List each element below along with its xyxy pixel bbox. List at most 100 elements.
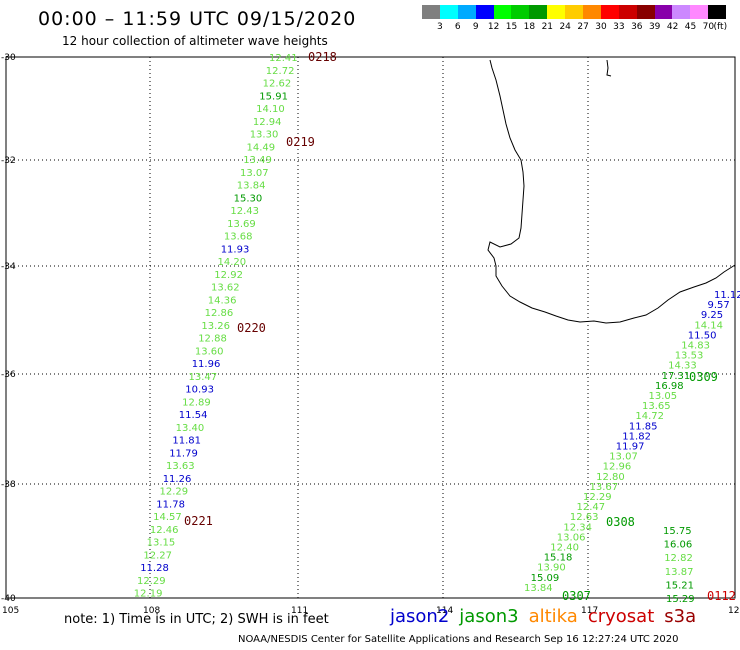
wave-height-colorbar — [422, 5, 727, 19]
wave-height-value: 14.72 — [635, 411, 664, 422]
colorbar-label: 45 — [684, 22, 697, 32]
colorbar-label: 6 — [454, 22, 461, 32]
wave-height-value: 13.65 — [642, 401, 671, 412]
map-frame — [5, 56, 736, 599]
pass-time-label: 0218 — [308, 50, 337, 64]
wave-height-value: 15.09 — [531, 573, 560, 584]
wave-height-value: 12.89 — [182, 397, 211, 408]
wave-height-value: 14.33 — [668, 361, 697, 372]
wave-height-value: 12.63 — [570, 512, 599, 523]
wave-height-value: 13.87 — [665, 567, 694, 578]
pass-time-label: 0220 — [237, 321, 266, 335]
wave-height-value: 13.05 — [649, 391, 678, 402]
wave-height-value: 14.57 — [153, 512, 182, 523]
wave-height-value: 13.60 — [195, 346, 224, 357]
colorbar-swatch — [457, 5, 476, 19]
wave-height-value: 12.29 — [137, 576, 166, 587]
wave-height-value: 11.28 — [140, 563, 169, 574]
colorbar-label: 12 — [487, 22, 500, 32]
colorbar-swatch — [708, 5, 727, 19]
pass-time-label: 0112 — [707, 589, 736, 603]
wave-height-value: 13.68 — [224, 232, 253, 243]
wave-height-value: 13.84 — [237, 181, 266, 192]
wave-height-value: 12.40 — [550, 543, 579, 554]
wave-height-value: 14.36 — [208, 295, 237, 306]
wave-height-value: 12.46 — [150, 525, 179, 536]
colorbar-label: 18 — [523, 22, 536, 32]
wave-height-value: 13.47 — [189, 372, 218, 383]
wave-height-value: 13.30 — [250, 130, 279, 141]
wave-height-value: 14.20 — [218, 257, 247, 268]
wave-height-value: 13.90 — [537, 563, 566, 574]
wave-height-value: 13.26 — [201, 321, 230, 332]
wave-height-value: 12.94 — [253, 117, 282, 128]
wave-height-value: 11.81 — [172, 436, 201, 447]
wave-height-value: 13.84 — [524, 583, 553, 594]
wave-height-value: 10.93 — [185, 385, 214, 396]
wave-height-value: 12.92 — [214, 270, 243, 281]
wave-height-value: 13.07 — [240, 168, 269, 179]
wave-height-value: 15.21 — [665, 580, 694, 591]
wave-height-value: 14.10 — [256, 104, 285, 115]
colorbar-label: 33 — [613, 22, 625, 32]
pass-time-label: 0309 — [689, 370, 718, 384]
lat-tick-label: -36 — [1, 370, 16, 380]
wave-height-value: 12.43 — [230, 206, 259, 217]
pass-time-label: 0221 — [184, 514, 213, 528]
colorbar-label: 9 — [472, 22, 479, 32]
wave-height-value: 11.79 — [169, 448, 198, 459]
pass-time-label: 0307 — [562, 589, 591, 603]
wave-height-value: 17.31 — [662, 371, 691, 382]
lat-tick-label: -40 — [1, 594, 16, 604]
colorbar-swatch — [511, 5, 530, 19]
wave-height-value: 12.82 — [664, 553, 693, 564]
wave-height-value: 9.25 — [701, 310, 723, 321]
colorbar-label: 30 — [595, 22, 607, 32]
wave-height-value: 15.75 — [663, 526, 692, 537]
legend-altika: altika — [528, 606, 578, 627]
lon-tick-label: 114 — [436, 606, 453, 616]
colorbar-swatch — [600, 5, 619, 19]
wave-height-value: 13.62 — [211, 283, 240, 294]
wave-height-value: 13.15 — [147, 538, 176, 549]
colorbar-swatch — [475, 5, 494, 19]
wave-height-value: 13.07 — [609, 452, 638, 463]
legend-jason3: jason3 — [459, 606, 519, 627]
colorbar-swatch — [565, 5, 584, 19]
wave-height-value: 14.14 — [694, 320, 723, 331]
wave-height-value: 15.29 — [666, 594, 695, 605]
wave-height-value: 16.06 — [664, 540, 693, 551]
lat-tick-label: -34 — [1, 262, 16, 272]
colorbar-label: 21 — [541, 22, 554, 32]
australia-coastline — [487, 59, 736, 324]
wave-height-value: 12.27 — [143, 550, 172, 561]
colorbar-label: 15 — [505, 22, 518, 32]
island-coastline — [606, 59, 612, 77]
wave-height-value: 11.97 — [616, 442, 645, 453]
colorbar-swatch — [529, 5, 548, 19]
lon-tick-label: 105 — [2, 606, 19, 616]
wave-height-value: 11.93 — [221, 244, 250, 255]
legend-jason2: jason2 — [390, 606, 450, 627]
wave-height-value: 12.86 — [205, 308, 234, 319]
wave-height-value: 16.98 — [655, 381, 684, 392]
wave-height-value: 13.69 — [227, 219, 256, 230]
map-subtitle: 12 hour collection of altimeter wave hei… — [62, 34, 328, 48]
lat-tick-label: -30 — [1, 53, 16, 63]
lat-tick-label: -32 — [1, 156, 16, 166]
wave-height-value: 15.91 — [259, 91, 288, 102]
colorbar-swatch — [547, 5, 566, 19]
wave-height-value: 15.18 — [544, 553, 573, 564]
wave-height-value: 12.29 — [160, 487, 189, 498]
colorbar-swatch — [422, 5, 440, 19]
wave-height-value: 11.12 — [714, 290, 740, 301]
wave-height-value: 12.80 — [596, 472, 625, 483]
wave-height-value: 13.06 — [557, 532, 586, 543]
wave-height-value: 14.83 — [681, 341, 710, 352]
wave-height-value: 14.49 — [247, 142, 276, 153]
satellite-legend: jason2 jason3 altika cryosat s3a — [390, 606, 706, 627]
colorbar-label: 3 — [437, 22, 443, 32]
colorbar-swatch — [583, 5, 601, 19]
legend-cryosat: cryosat — [587, 606, 655, 627]
